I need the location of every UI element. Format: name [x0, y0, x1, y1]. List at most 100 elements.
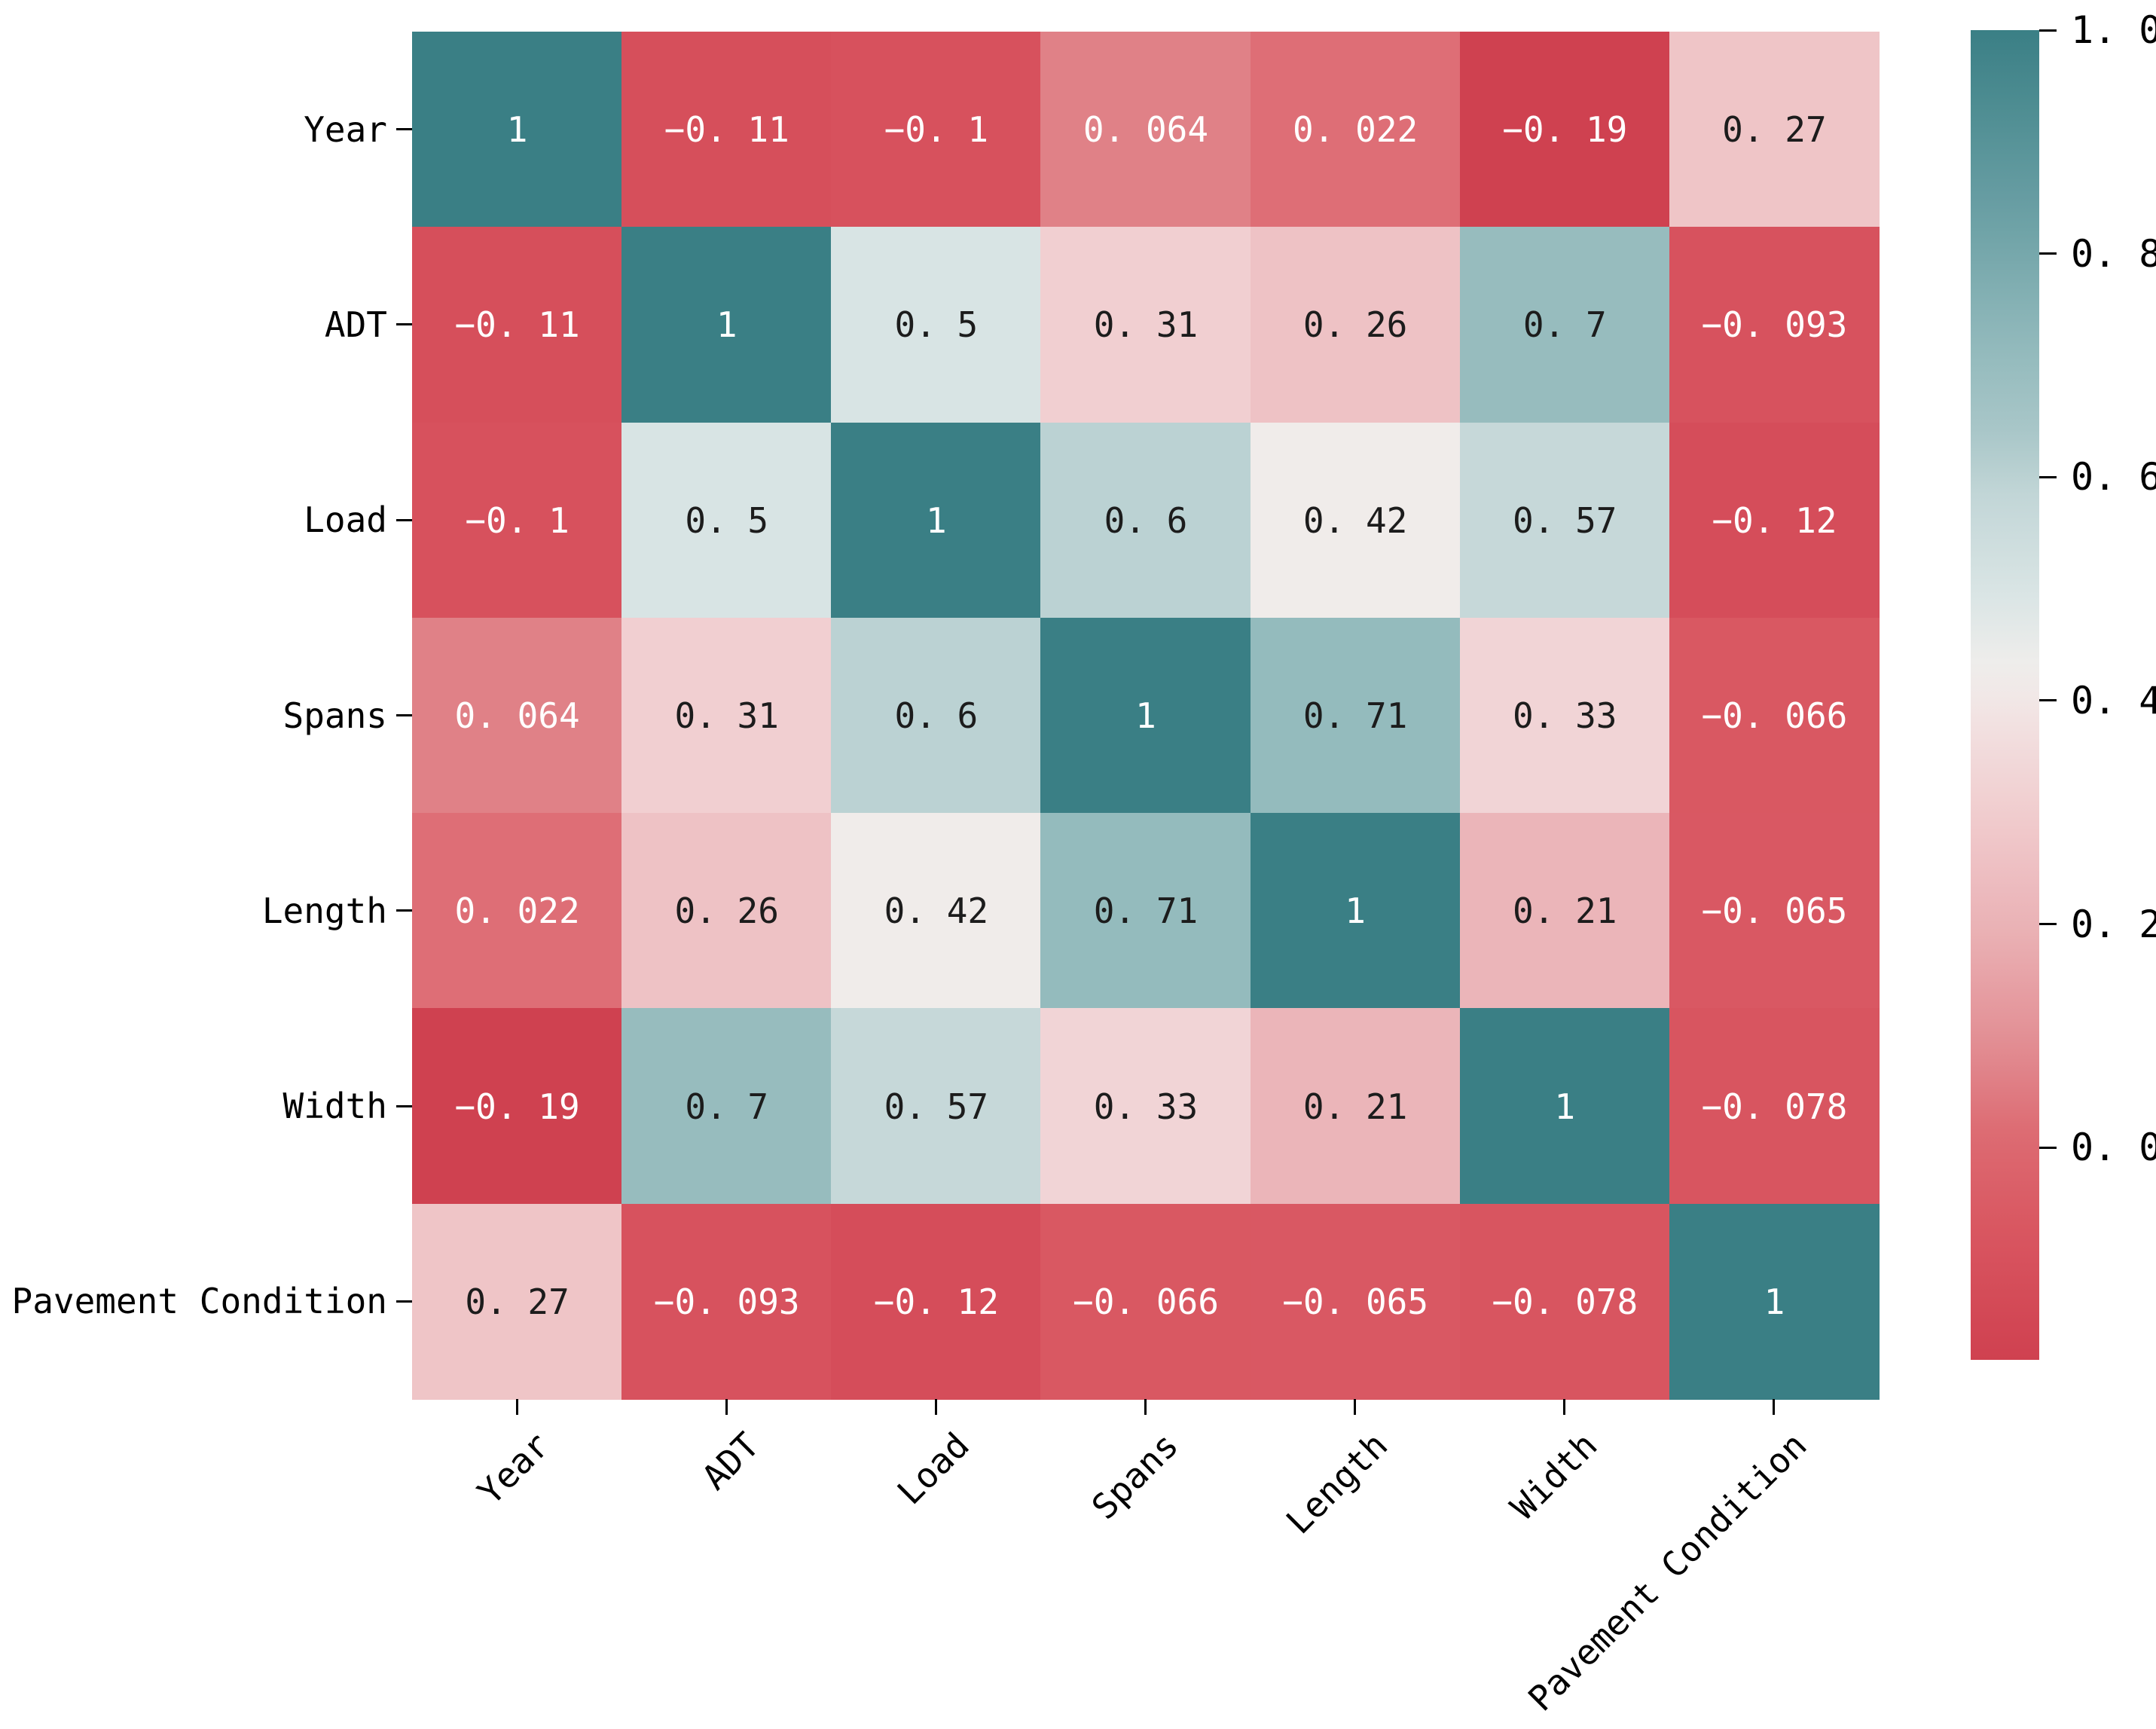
- cell-value-label: 0. 6: [894, 695, 979, 736]
- y-tick-label: Width: [282, 1086, 387, 1127]
- cell-value-label: 0. 33: [1513, 695, 1617, 736]
- y-tick-mark: [396, 518, 412, 521]
- heatmap-cell: 0. 57: [1459, 422, 1670, 619]
- x-tick-label: Load: [889, 1425, 977, 1513]
- cell-value-label: 1: [1135, 695, 1156, 736]
- heatmap-cell: −0. 11: [621, 32, 832, 228]
- cell-value-label: 0. 022: [454, 890, 580, 932]
- heatmap-cell: 0. 022: [412, 813, 623, 1010]
- cell-value-label: 0. 6: [1104, 499, 1188, 541]
- heatmap-cell: 0. 33: [1459, 617, 1670, 814]
- x-tick-label: Width: [1502, 1425, 1605, 1528]
- heatmap-cell: 0. 31: [621, 617, 832, 814]
- colorbar-tick-label: 0. 6: [2071, 455, 2156, 499]
- cell-value-label: −0. 093: [1701, 304, 1848, 346]
- heatmap-cell: 0. 33: [1040, 1008, 1251, 1205]
- colorbar-tick-mark: [2039, 252, 2057, 255]
- cell-value-label: 0. 21: [1513, 890, 1617, 932]
- heatmap-cell: 0. 6: [831, 617, 1042, 814]
- cell-value-label: 0. 27: [1722, 109, 1827, 151]
- cell-value-label: 0. 31: [1093, 304, 1199, 346]
- x-tick-mark: [1773, 1399, 1776, 1415]
- cell-value-label: 1: [506, 109, 528, 151]
- y-tick-mark: [396, 128, 412, 131]
- y-tick-label: ADT: [324, 304, 387, 345]
- cell-value-label: 1: [1764, 1281, 1785, 1322]
- heatmap-cell: 1: [1250, 813, 1461, 1010]
- cell-value-label: −0. 12: [1712, 499, 1837, 541]
- x-tick-mark: [934, 1399, 937, 1415]
- cell-value-label: −0. 11: [664, 109, 789, 151]
- heatmap-cell: −0. 12: [1669, 422, 1880, 619]
- cell-value-label: 0. 57: [1513, 499, 1617, 541]
- x-tick-mark: [1354, 1399, 1357, 1415]
- heatmap-cell: 0. 42: [831, 813, 1042, 1010]
- heatmap-cell: −0. 066: [1040, 1203, 1251, 1400]
- cell-value-label: −0. 1: [465, 499, 570, 541]
- heatmap-cell: 0. 21: [1459, 813, 1670, 1010]
- heatmap-cell: 0. 26: [1250, 227, 1461, 423]
- y-tick-label: Load: [304, 499, 387, 541]
- x-tick-mark: [515, 1399, 518, 1415]
- cell-value-label: −0. 11: [454, 304, 580, 346]
- cell-value-label: −0. 19: [1502, 109, 1628, 151]
- x-tick-label: Year: [469, 1425, 558, 1513]
- heatmap-cell: −0. 1: [831, 32, 1042, 228]
- cell-value-label: 0. 57: [884, 1086, 989, 1127]
- x-tick-label: Length: [1278, 1425, 1396, 1542]
- heatmap-cell: 0. 5: [831, 227, 1042, 423]
- y-tick-label: Length: [261, 890, 387, 931]
- heatmap-cell: −0. 11: [412, 227, 623, 423]
- cell-value-label: 0. 5: [894, 304, 979, 346]
- heatmap-cell: 1: [1669, 1203, 1880, 1400]
- heatmap-cell: 0. 27: [1669, 32, 1880, 228]
- x-tick-mark: [725, 1399, 728, 1415]
- cell-value-label: −0. 078: [1701, 1086, 1848, 1127]
- heatmap-cell: −0. 065: [1669, 813, 1880, 1010]
- y-tick-mark: [396, 909, 412, 912]
- cell-value-label: 1: [1345, 890, 1366, 932]
- heatmap-cell: 0. 31: [1040, 227, 1251, 423]
- heatmap-cell: 0. 7: [1459, 227, 1670, 423]
- cell-value-label: −0. 19: [454, 1086, 580, 1127]
- heatmap-cell: −0. 066: [1669, 617, 1880, 814]
- heatmap-cell: 0. 6: [1040, 422, 1251, 619]
- x-tick-mark: [1144, 1399, 1147, 1415]
- cell-value-label: −0. 066: [1073, 1281, 1219, 1322]
- heatmap-cell: 0. 57: [831, 1008, 1042, 1205]
- heatmap-cell: 1: [621, 227, 832, 423]
- y-tick-mark: [396, 1300, 412, 1303]
- x-tick-label: ADT: [694, 1425, 768, 1498]
- cell-value-label: 0. 42: [1302, 499, 1408, 541]
- heatmap-cell: 0. 022: [1250, 32, 1461, 228]
- heatmap-cell: 0. 5: [621, 422, 832, 619]
- cell-value-label: 0. 7: [1522, 304, 1607, 346]
- cell-value-label: 1: [926, 499, 947, 541]
- cell-value-label: 0. 26: [674, 890, 779, 932]
- colorbar-tick-label: 0. 4: [2071, 678, 2156, 722]
- y-tick-mark: [396, 1104, 412, 1107]
- colorbar-tick-label: 0. 0: [2071, 1126, 2156, 1170]
- cell-value-label: 0. 26: [1302, 304, 1408, 346]
- colorbar-tick-mark: [2039, 923, 2057, 926]
- y-tick-mark: [396, 714, 412, 716]
- colorbar-tick-label: 1. 0: [2071, 8, 2156, 52]
- cell-value-label: −0. 065: [1701, 890, 1848, 932]
- cell-value-label: 0. 27: [465, 1281, 570, 1322]
- heatmap-cell: −0. 065: [1250, 1203, 1461, 1400]
- heatmap-cell: 0. 27: [412, 1203, 623, 1400]
- y-tick-mark: [396, 323, 412, 326]
- colorbar-tick-mark: [2039, 29, 2057, 32]
- heatmap-cell: 0. 7: [621, 1008, 832, 1205]
- cell-value-label: −0. 078: [1492, 1281, 1638, 1322]
- cell-value-label: 0. 7: [685, 1086, 769, 1127]
- heatmap-cell: 0. 064: [1040, 32, 1251, 228]
- heatmap-cell: −0. 093: [621, 1203, 832, 1400]
- heatmap-grid: 1 −0. 11 −0. 1 0. 064 0. 022 −0. 19 0. 27 −0. 1…: [412, 32, 1880, 1400]
- colorbar: [1971, 30, 2039, 1360]
- heatmap-cell: −0. 19: [1459, 32, 1670, 228]
- y-tick-label: Pavement Condition: [11, 1281, 388, 1322]
- heatmap-cell: −0. 12: [831, 1203, 1042, 1400]
- heatmap-cell: 0. 42: [1250, 422, 1461, 619]
